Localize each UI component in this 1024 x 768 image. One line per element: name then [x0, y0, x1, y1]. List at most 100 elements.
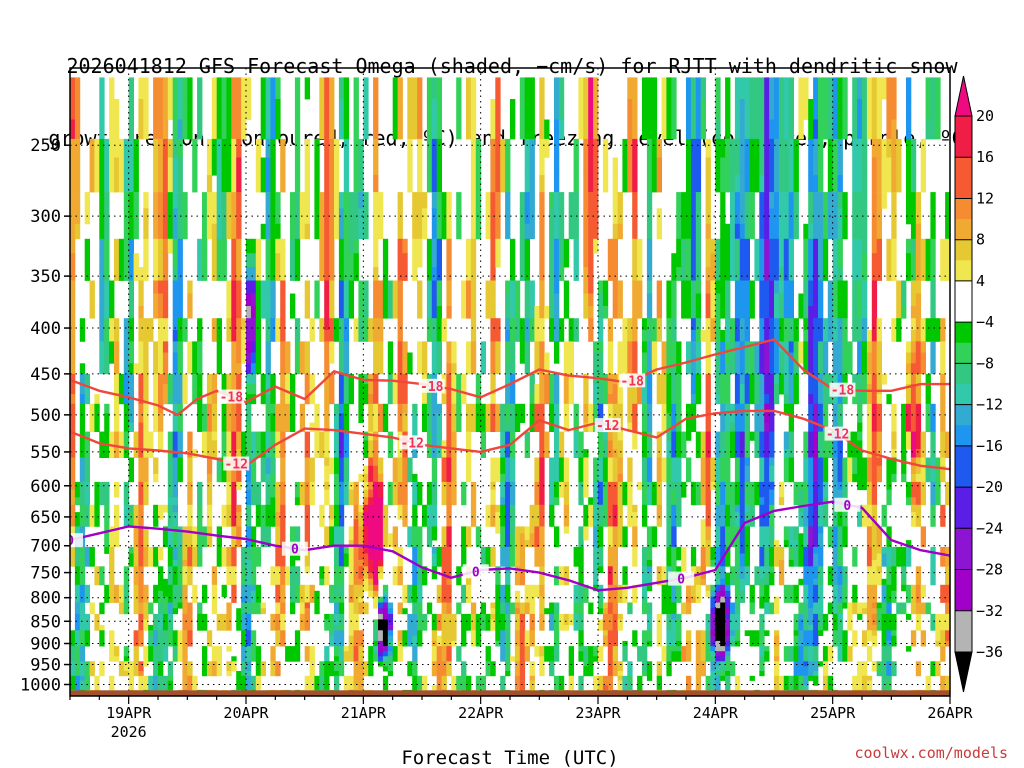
- omega-cell: [446, 666, 452, 672]
- omega-cell: [666, 293, 672, 307]
- omega-cell: [187, 306, 193, 319]
- omega-cell: [138, 497, 144, 506]
- omega-cell: [172, 403, 178, 414]
- omega-cell: [549, 619, 555, 626]
- omega-cell: [446, 280, 452, 294]
- omega-cell: [202, 661, 208, 667]
- omega-cell: [593, 546, 599, 554]
- omega-cell: [671, 465, 677, 475]
- omega-cell: [216, 465, 222, 475]
- omega-cell: [74, 208, 81, 225]
- omega-cell: [128, 504, 134, 513]
- omega-cell: [446, 341, 452, 353]
- omega-cell: [275, 223, 281, 240]
- omega-cell: [153, 99, 159, 120]
- omega-cell: [153, 559, 159, 567]
- omega-cell: [568, 661, 574, 667]
- omega-cell: [529, 602, 535, 609]
- omega-cell: [138, 449, 144, 458]
- omega-cell: [554, 223, 560, 240]
- omega-cell: [250, 685, 257, 691]
- omega-cell: [426, 119, 433, 140]
- omega-cell: [451, 680, 457, 686]
- omega-cell: [202, 646, 208, 652]
- omega-cell: [348, 526, 354, 534]
- omega-cell: [446, 613, 452, 620]
- omega-cell: [294, 318, 301, 331]
- omega-cell: [612, 613, 618, 620]
- omega-cell: [118, 661, 125, 667]
- omega-cell: [104, 238, 110, 254]
- omega-cell: [192, 341, 198, 353]
- omega-cell: [392, 473, 398, 483]
- omega-cell: [554, 403, 560, 414]
- omega-cell: [216, 656, 222, 662]
- omega-cell: [250, 540, 257, 548]
- omega-cell: [598, 497, 604, 506]
- omega-cell: [70, 656, 76, 662]
- omega-cell: [402, 341, 408, 353]
- omega-cell: [495, 413, 501, 423]
- omega-cell: [436, 341, 442, 353]
- omega-cell: [539, 77, 545, 100]
- omega-cell: [231, 553, 237, 561]
- omega-cell: [436, 546, 442, 554]
- omega-cell: [348, 192, 354, 209]
- omega-cell: [554, 457, 560, 467]
- omega-cell: [412, 119, 418, 140]
- omega-cell: [294, 99, 301, 120]
- omega-cell: [646, 624, 653, 631]
- omega-cell: [661, 77, 667, 100]
- omega-cell: [275, 208, 281, 225]
- omega-cell: [373, 646, 379, 652]
- omega-cell: [270, 293, 276, 307]
- omega-cell: [280, 489, 286, 498]
- omega-cell: [529, 613, 535, 620]
- omega-cell: [671, 635, 677, 642]
- omega-cell: [79, 413, 86, 423]
- omega-cell: [637, 646, 643, 652]
- omega-cell: [343, 352, 350, 364]
- omega-cell: [671, 559, 677, 567]
- omega-cell: [529, 330, 535, 342]
- omega-cell: [70, 431, 76, 441]
- omega-cell: [280, 473, 286, 483]
- omega-cell: [382, 413, 389, 423]
- omega-cell: [578, 613, 584, 620]
- omega-cell: [461, 540, 467, 548]
- omega-cell: [681, 646, 687, 652]
- omega-cell: [490, 223, 496, 240]
- omega-cell: [275, 584, 281, 592]
- omega-cell: [70, 661, 76, 667]
- omega-cell: [431, 238, 438, 254]
- omega-cell: [524, 318, 530, 331]
- omega-cell: [187, 566, 193, 573]
- omega-cell: [612, 630, 618, 636]
- omega-cell: [84, 671, 90, 677]
- omega-cell: [549, 238, 555, 254]
- omega-cell: [446, 559, 452, 567]
- omega-cell: [70, 630, 76, 636]
- omega-cell: [485, 223, 491, 240]
- omega-cell: [602, 175, 609, 193]
- omega-cell: [109, 675, 115, 681]
- omega-cell: [270, 138, 276, 158]
- omega-cell: [651, 533, 658, 541]
- omega-cell: [231, 138, 237, 158]
- omega-cell: [500, 489, 506, 498]
- omega-cell: [671, 119, 677, 140]
- omega-cell: [216, 671, 222, 677]
- omega-cell: [578, 680, 584, 686]
- omega-cell: [197, 422, 203, 432]
- omega-cell: [114, 584, 120, 592]
- omega-cell: [109, 352, 115, 364]
- omega-cell: [138, 635, 144, 642]
- omega-cell: [275, 238, 281, 254]
- omega-cell: [192, 685, 198, 691]
- omega-cell: [358, 590, 364, 598]
- omega-cell: [412, 540, 418, 548]
- omega-cell: [373, 306, 379, 319]
- omega-cell: [378, 192, 384, 209]
- omega-cell: [104, 341, 110, 353]
- omega-cell: [338, 293, 345, 307]
